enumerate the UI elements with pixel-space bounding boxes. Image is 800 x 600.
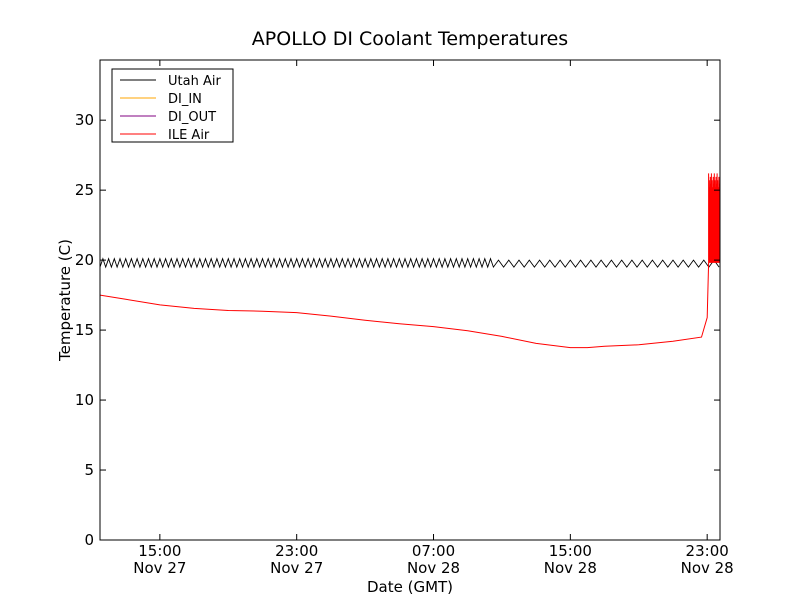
series-line-utah-air xyxy=(100,257,720,269)
x-tick-date-label: Nov 27 xyxy=(270,559,323,577)
y-tick-label: 5 xyxy=(84,461,94,479)
plot-area xyxy=(100,173,720,349)
x-tick-date-label: Nov 27 xyxy=(133,559,186,577)
y-tick-label: 25 xyxy=(75,181,94,199)
chart-title: APOLLO DI Coolant Temperatures xyxy=(252,28,568,50)
y-axis-label: Temperature (C) xyxy=(56,239,74,362)
legend-box xyxy=(111,68,234,143)
plot-frame xyxy=(99,59,721,541)
x-axis-label: Date (GMT) xyxy=(367,578,453,596)
series-line-ile-air xyxy=(100,173,720,349)
legend-label: ILE Air xyxy=(168,128,210,143)
y-tick-label: 15 xyxy=(75,321,94,339)
x-tick-date-label: Nov 28 xyxy=(681,559,734,577)
legend: Utah Air DI_IN DI_OUT ILE Air xyxy=(111,68,234,143)
y-tick-label: 20 xyxy=(75,251,94,269)
x-tick-time-label: 15:00 xyxy=(138,542,181,560)
x-tick-date-label: Nov 28 xyxy=(407,559,460,577)
x-tick-time-label: 23:00 xyxy=(686,542,729,560)
x-tick-time-label: 07:00 xyxy=(412,542,455,560)
legend-label: Utah Air xyxy=(168,74,221,89)
y-tick-label: 30 xyxy=(75,111,94,129)
x-tick-time-label: 23:00 xyxy=(275,542,318,560)
y-tick-label: 0 xyxy=(84,531,94,549)
x-tick-date-label: Nov 28 xyxy=(544,559,597,577)
legend-label: DI_OUT xyxy=(168,110,216,125)
legend-label: DI_IN xyxy=(168,92,202,107)
x-tick-time-label: 15:00 xyxy=(549,542,592,560)
y-axis: 0 5 10 15 20 25 30 xyxy=(75,111,720,549)
y-tick-label: 10 xyxy=(75,391,94,409)
